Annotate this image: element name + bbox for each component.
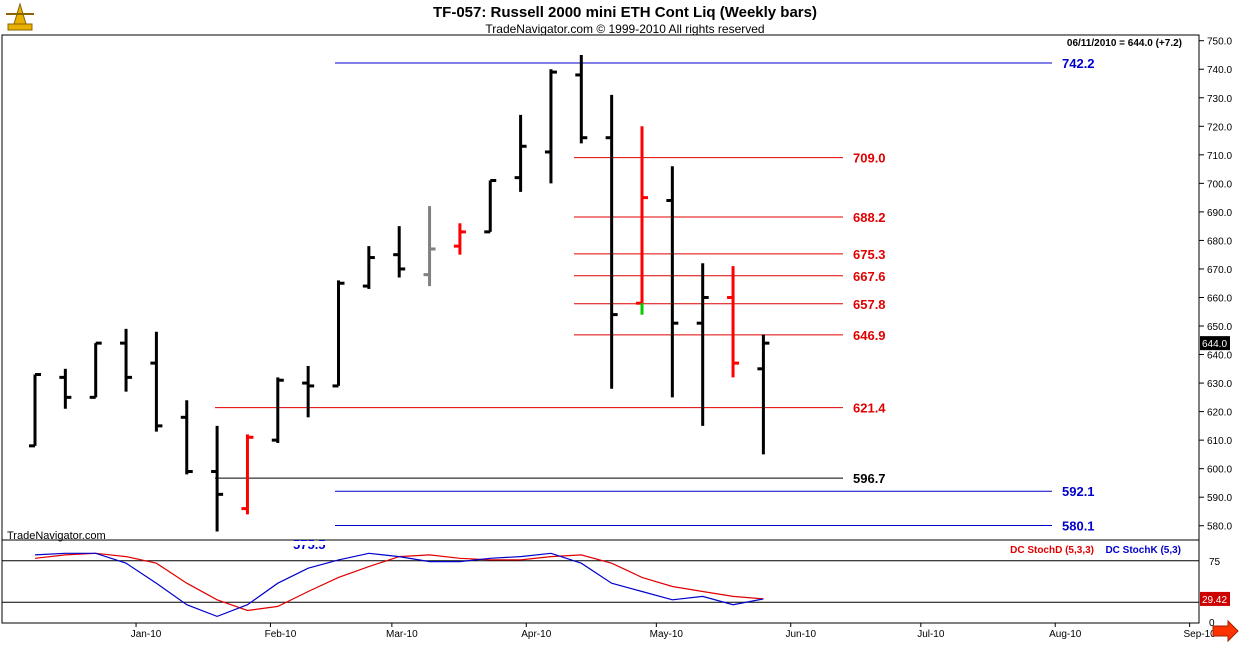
ohlc-bar	[180, 400, 193, 475]
ohlc-bar	[362, 246, 375, 289]
y-tick-label: 600.0	[1207, 465, 1232, 476]
legend-stochk: DC StochK (5,3)	[1105, 545, 1181, 556]
ohlc-bar	[302, 365, 315, 418]
level-label: 657.8	[853, 297, 886, 312]
ohlc-bar	[514, 114, 527, 192]
ohlc-bar	[271, 377, 284, 443]
ohlc-bar	[241, 434, 254, 515]
y-tick-label: 650.0	[1207, 322, 1232, 333]
level-label: 592.1	[1062, 484, 1095, 499]
ohlc-bar	[120, 328, 133, 392]
stochastic-panel: 75 DC StochD (5,3,3) DC StochK (5,3) 29.42 0	[2, 545, 1230, 629]
y-tick-label: 720.0	[1207, 122, 1232, 133]
x-tick-label: May-10	[650, 629, 684, 640]
level-label: 675.3	[853, 247, 886, 262]
y-tick-label: 700.0	[1207, 179, 1232, 190]
ohlc-bar	[575, 54, 588, 144]
ohlc-bar	[727, 266, 740, 378]
y-tick-label: 670.0	[1207, 265, 1232, 276]
ohlc-bar	[211, 425, 224, 532]
y-tick-label: 590.0	[1207, 493, 1232, 504]
y-tick-label: 610.0	[1207, 436, 1232, 447]
price-axis: 580.0 590.0 600.0 610.0 620.0 630.0 640.0 650.0…	[1199, 37, 1232, 533]
legend-stochd: DC StochD (5,3,3)	[1010, 545, 1094, 556]
level-label: 646.9	[853, 328, 886, 343]
y-tick-label: 620.0	[1207, 408, 1232, 419]
ohlc-bar	[696, 263, 709, 426]
stoch-value-label: 29.42	[1202, 595, 1227, 606]
x-tick-label: Apr-10	[521, 629, 551, 640]
ohlc-bar	[423, 206, 436, 287]
y-tick-label: 710.0	[1207, 151, 1232, 162]
last-price-label: 644.0	[1202, 339, 1227, 350]
y-tick-label: 680.0	[1207, 236, 1232, 247]
panel-gap	[3, 541, 1198, 545]
date-axis: Jan-10 Feb-10 Mar-10 Apr-10 May-10 Jun-10 Jul-…	[131, 623, 1216, 640]
ohlc-bar	[484, 179, 497, 234]
ohlc-bar	[59, 368, 72, 409]
level-label: 580.1	[1062, 518, 1095, 533]
y-tick-label: 660.0	[1207, 293, 1232, 304]
level-label: 621.4	[853, 401, 886, 416]
ohlc-bar	[89, 341, 102, 399]
x-tick-label: Sep-10	[1184, 629, 1217, 640]
y-tick-label: 630.0	[1207, 379, 1232, 390]
y-tick-label: 640.0	[1207, 351, 1232, 362]
scroll-right-arrow-icon[interactable]	[1212, 619, 1239, 643]
ohlc-bar	[453, 223, 466, 255]
stoch-value-tag	[1200, 591, 1230, 606]
x-tick-label: Feb-10	[265, 629, 297, 640]
ohlc-bar	[544, 69, 557, 184]
y-tick-label: 730.0	[1207, 94, 1232, 105]
y-tick-label: 690.0	[1207, 208, 1232, 219]
ohlc-bar	[636, 126, 648, 315]
x-tick-label: Jun-10	[785, 629, 816, 640]
status-readout: 06/11/2010 = 644.0 (+7.2)	[1067, 38, 1182, 49]
copyright-text: TradeNavigator.com © 1999-2010 All right…	[485, 22, 764, 36]
x-tick-label: Aug-10	[1049, 629, 1082, 640]
level-label: 596.7	[853, 471, 886, 486]
x-tick-label: Mar-10	[386, 629, 418, 640]
y-tick-label: 740.0	[1207, 65, 1232, 76]
ohlc-bar	[150, 331, 163, 432]
x-tick-label: Jul-10	[917, 629, 945, 640]
indicator-panel-frame	[1, 539, 1200, 624]
ohlc-bar	[666, 166, 679, 398]
stoch-series-line	[34, 552, 764, 618]
ohlc-bar	[29, 373, 41, 448]
ohlc-bar	[605, 94, 618, 389]
ohlc-bar	[757, 334, 770, 455]
chart-title: TF-057: Russell 2000 mini ETH Cont Liq (…	[433, 4, 817, 21]
stoch-zero-label: 0	[1209, 618, 1215, 629]
y-tick-label: 750.0	[1207, 37, 1232, 48]
y-tick-label: 580.0	[1207, 522, 1232, 533]
level-label: 709.0	[853, 151, 886, 166]
ohlc-bar	[393, 226, 406, 278]
logo-icon	[6, 2, 34, 31]
price-bars	[29, 54, 770, 532]
x-tick-label: Jan-10	[131, 629, 162, 640]
level-label: 688.2	[853, 210, 886, 225]
stoch-tick-label: 75	[1209, 557, 1221, 568]
level-lines: 742.2 709.0 688.2 675.3 667.6 657.8 646.9 621.4…	[3, 56, 1198, 552]
ohlc-bar	[332, 280, 345, 388]
last-price-tag	[1200, 336, 1230, 351]
level-label: 667.6	[853, 269, 886, 284]
watermark-text: TradeNavigator.com	[7, 530, 106, 542]
level-label: 742.2	[1062, 56, 1095, 71]
